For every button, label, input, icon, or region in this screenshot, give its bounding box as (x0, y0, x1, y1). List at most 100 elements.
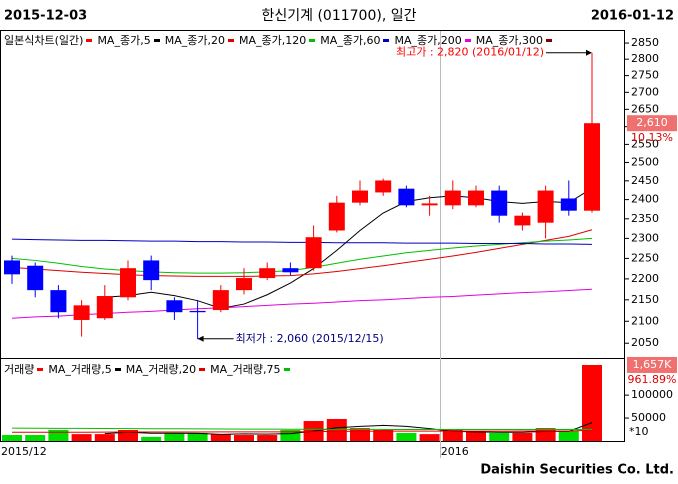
legend-swatch (199, 367, 206, 371)
legend-swatch (545, 38, 552, 42)
volume-bar (25, 435, 46, 441)
legend-label: MA_종가,200 (394, 34, 462, 47)
x-tick-label: 2015/12 (1, 445, 47, 458)
y-tick-label: 2650 (631, 102, 659, 115)
x-tick-label: 2016 (441, 445, 469, 458)
y-tick-label: 2750 (631, 69, 659, 82)
candle-body (282, 268, 299, 273)
annotation: 최저가 : 2,060 (2015/12/15) (236, 332, 384, 345)
last-volume-box (627, 356, 677, 373)
legend-label: MA_거래량,75 (210, 363, 281, 376)
y-tick-label: 2050 (631, 336, 659, 349)
candle-body (4, 260, 20, 275)
legend-label: MA_거래량,5 (48, 363, 112, 376)
end-date: 2016-01-12 (591, 9, 674, 24)
candle-body (27, 265, 44, 291)
volume-bar (2, 435, 22, 441)
volume-bar (489, 432, 510, 441)
candle-body (421, 203, 438, 206)
legend-label: MA_종가,5 (97, 34, 151, 47)
legend-swatch (464, 38, 471, 42)
candle-body (398, 188, 415, 206)
candle-body (560, 198, 577, 211)
legend: 일본식차트(일간) MA_종가,5 MA_종가,20 MA_종가,120 MA_종가,6… (4, 32, 557, 48)
candle-body (212, 290, 229, 311)
volume-bar (582, 364, 602, 441)
candle-body (444, 190, 461, 206)
legend-swatch (227, 38, 234, 42)
y-tick-label: 2400 (631, 193, 659, 206)
y-tick-label: 50000 (631, 411, 666, 424)
ma-line (104, 187, 593, 309)
candle-body (143, 260, 160, 281)
y-tick-label: 2800 (631, 52, 659, 65)
candle-body (468, 190, 484, 206)
volume-bar (141, 436, 162, 441)
candle-body (189, 310, 206, 313)
legend-label: MA_종가,20 (164, 34, 225, 47)
candle-body (50, 290, 67, 313)
y-tick-label: 2250 (631, 251, 659, 264)
volume-bar (257, 435, 278, 441)
candle-body (514, 215, 531, 226)
legend-label: 거래량 (4, 363, 35, 376)
legend-label: MA_종가,120 (238, 34, 307, 47)
legend-swatch (86, 38, 93, 42)
volume-bar (512, 432, 533, 441)
multiplier-label: *10 (629, 425, 649, 438)
candle-body (584, 123, 600, 211)
y-tick-label: 2300 (631, 231, 659, 244)
start-date: 2015-12-03 (4, 9, 87, 24)
volume-bar (326, 418, 347, 441)
volume-bar (94, 434, 115, 441)
legend-swatch (114, 367, 121, 371)
y-tick-label: 2350 (631, 212, 659, 225)
volume-bar (350, 428, 370, 441)
volume-bar (466, 431, 486, 441)
last-price-box (627, 115, 677, 132)
candle-body (491, 190, 508, 216)
candle-body (166, 300, 183, 313)
volume-bar (535, 428, 556, 441)
volume-bar (118, 429, 138, 441)
ma-line (104, 422, 593, 435)
header-bg (0, 0, 678, 30)
candle-body (328, 202, 345, 231)
candle-body (537, 190, 554, 223)
candle-body (96, 296, 113, 319)
y-tick-label: 2700 (631, 85, 659, 98)
candle-body (120, 268, 136, 298)
legend: 거래량 MA_거래량,5 MA_거래량,20 MA_거래량,75 (4, 361, 295, 377)
ma-line (12, 429, 593, 433)
volume-bar (71, 434, 92, 441)
legend-label: MA_거래량,20 (125, 363, 197, 376)
volume-bar (373, 429, 394, 441)
y-tick-label: 100000 (631, 388, 673, 401)
y-tick-label: 2150 (631, 293, 659, 306)
volume-bar (396, 432, 417, 441)
y-tick-label: 2850 (631, 36, 659, 49)
candle-body (259, 268, 276, 279)
legend-swatch (37, 367, 44, 371)
last-price-label: 2,610 (636, 116, 668, 129)
volume-bar (419, 434, 440, 441)
volume-bar (187, 432, 208, 441)
volume-bar (48, 429, 69, 441)
y-tick-label: 2550 (631, 137, 659, 150)
y-tick-label: 2100 (631, 314, 659, 327)
annotation: 최고가 : 2,820 (2016/01/12) (396, 46, 544, 59)
change-label: 10.13% (631, 131, 673, 144)
footer: Daishin Securities Co. Ltd. (480, 463, 674, 478)
change-label: 961.89% (628, 373, 677, 386)
ma-line (11, 237, 593, 274)
chart-title: 한신기계 (011700), 일간 (262, 8, 417, 24)
legend-swatch (309, 38, 316, 42)
legend-label: MA_종가,60 (320, 34, 381, 47)
y-tick-label: 2200 (631, 272, 659, 285)
candle-body (73, 305, 90, 320)
volume-bar (280, 429, 301, 441)
volume-bar (234, 435, 254, 441)
ma-line (11, 427, 593, 431)
